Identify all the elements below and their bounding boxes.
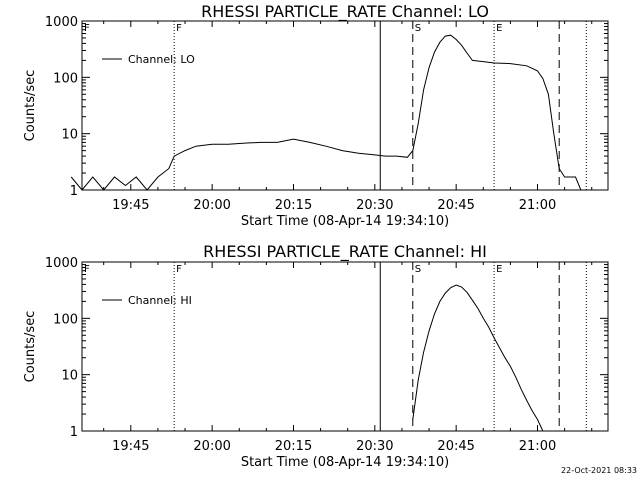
series-line [412,284,544,432]
x-tick-label: 20:00 [193,439,230,454]
x-tick-label: 20:45 [437,439,474,454]
y-tick-label: 100 [53,312,78,327]
x-tick-label: 20:15 [275,198,312,213]
y-tick-label: 100 [53,71,78,86]
y-tick-label: 10 [61,128,78,143]
time-marker-label: S [415,264,421,275]
x-axis-label: Start Time (08-Apr-14 19:34:10) [241,455,449,470]
y-tick-label: 1000 [45,15,78,30]
time-marker-label: F [176,23,182,34]
x-axis-label: Start Time (08-Apr-14 19:34:10) [241,214,449,229]
x-tick-label: 20:30 [356,198,393,213]
time-marker-label: E [496,23,502,34]
x-tick-label: 20:30 [356,439,393,454]
x-tick-label: 20:00 [193,198,230,213]
x-tick-label: 21:00 [519,439,556,454]
chart-panel-0: RHESSI PARTICLE_RATE Channel: LO 19:45 20:… [23,2,609,229]
x-tick-label: 20:15 [275,439,312,454]
timestamp-stamp: 22-Oct-2021 08:33 [561,466,637,475]
time-marker-label: S [415,23,421,34]
time-marker-label: E [496,264,502,275]
time-marker-label: F [176,264,182,275]
x-tick-label: 21:00 [519,198,556,213]
plot-frame [81,20,609,191]
y-axis-label: Counts/sec [23,311,38,383]
chart-title: RHESSI PARTICLE_RATE Channel: LO [201,2,489,22]
y-axis-label: Counts/sec [23,70,38,142]
x-tick-label: 20:45 [437,198,474,213]
time-marker-label: F [84,23,90,34]
legend-label: Channel: LO [128,53,195,66]
series-line [70,34,587,191]
time-marker-label: F [84,264,90,275]
y-tick-label: 1000 [45,256,78,271]
chart-title: RHESSI PARTICLE_RATE Channel: HI [203,242,487,262]
legend-label: Channel: HI [128,294,192,307]
x-tick-label: 19:45 [112,198,149,213]
chart-panel-1: RHESSI PARTICLE_RATE Channel: HI 19:45 20:… [23,242,609,470]
y-tick-label: 1 [70,184,78,199]
y-tick-label: 10 [61,369,78,384]
y-tick-label: 1 [70,425,78,440]
x-tick-label: 19:45 [112,439,149,454]
